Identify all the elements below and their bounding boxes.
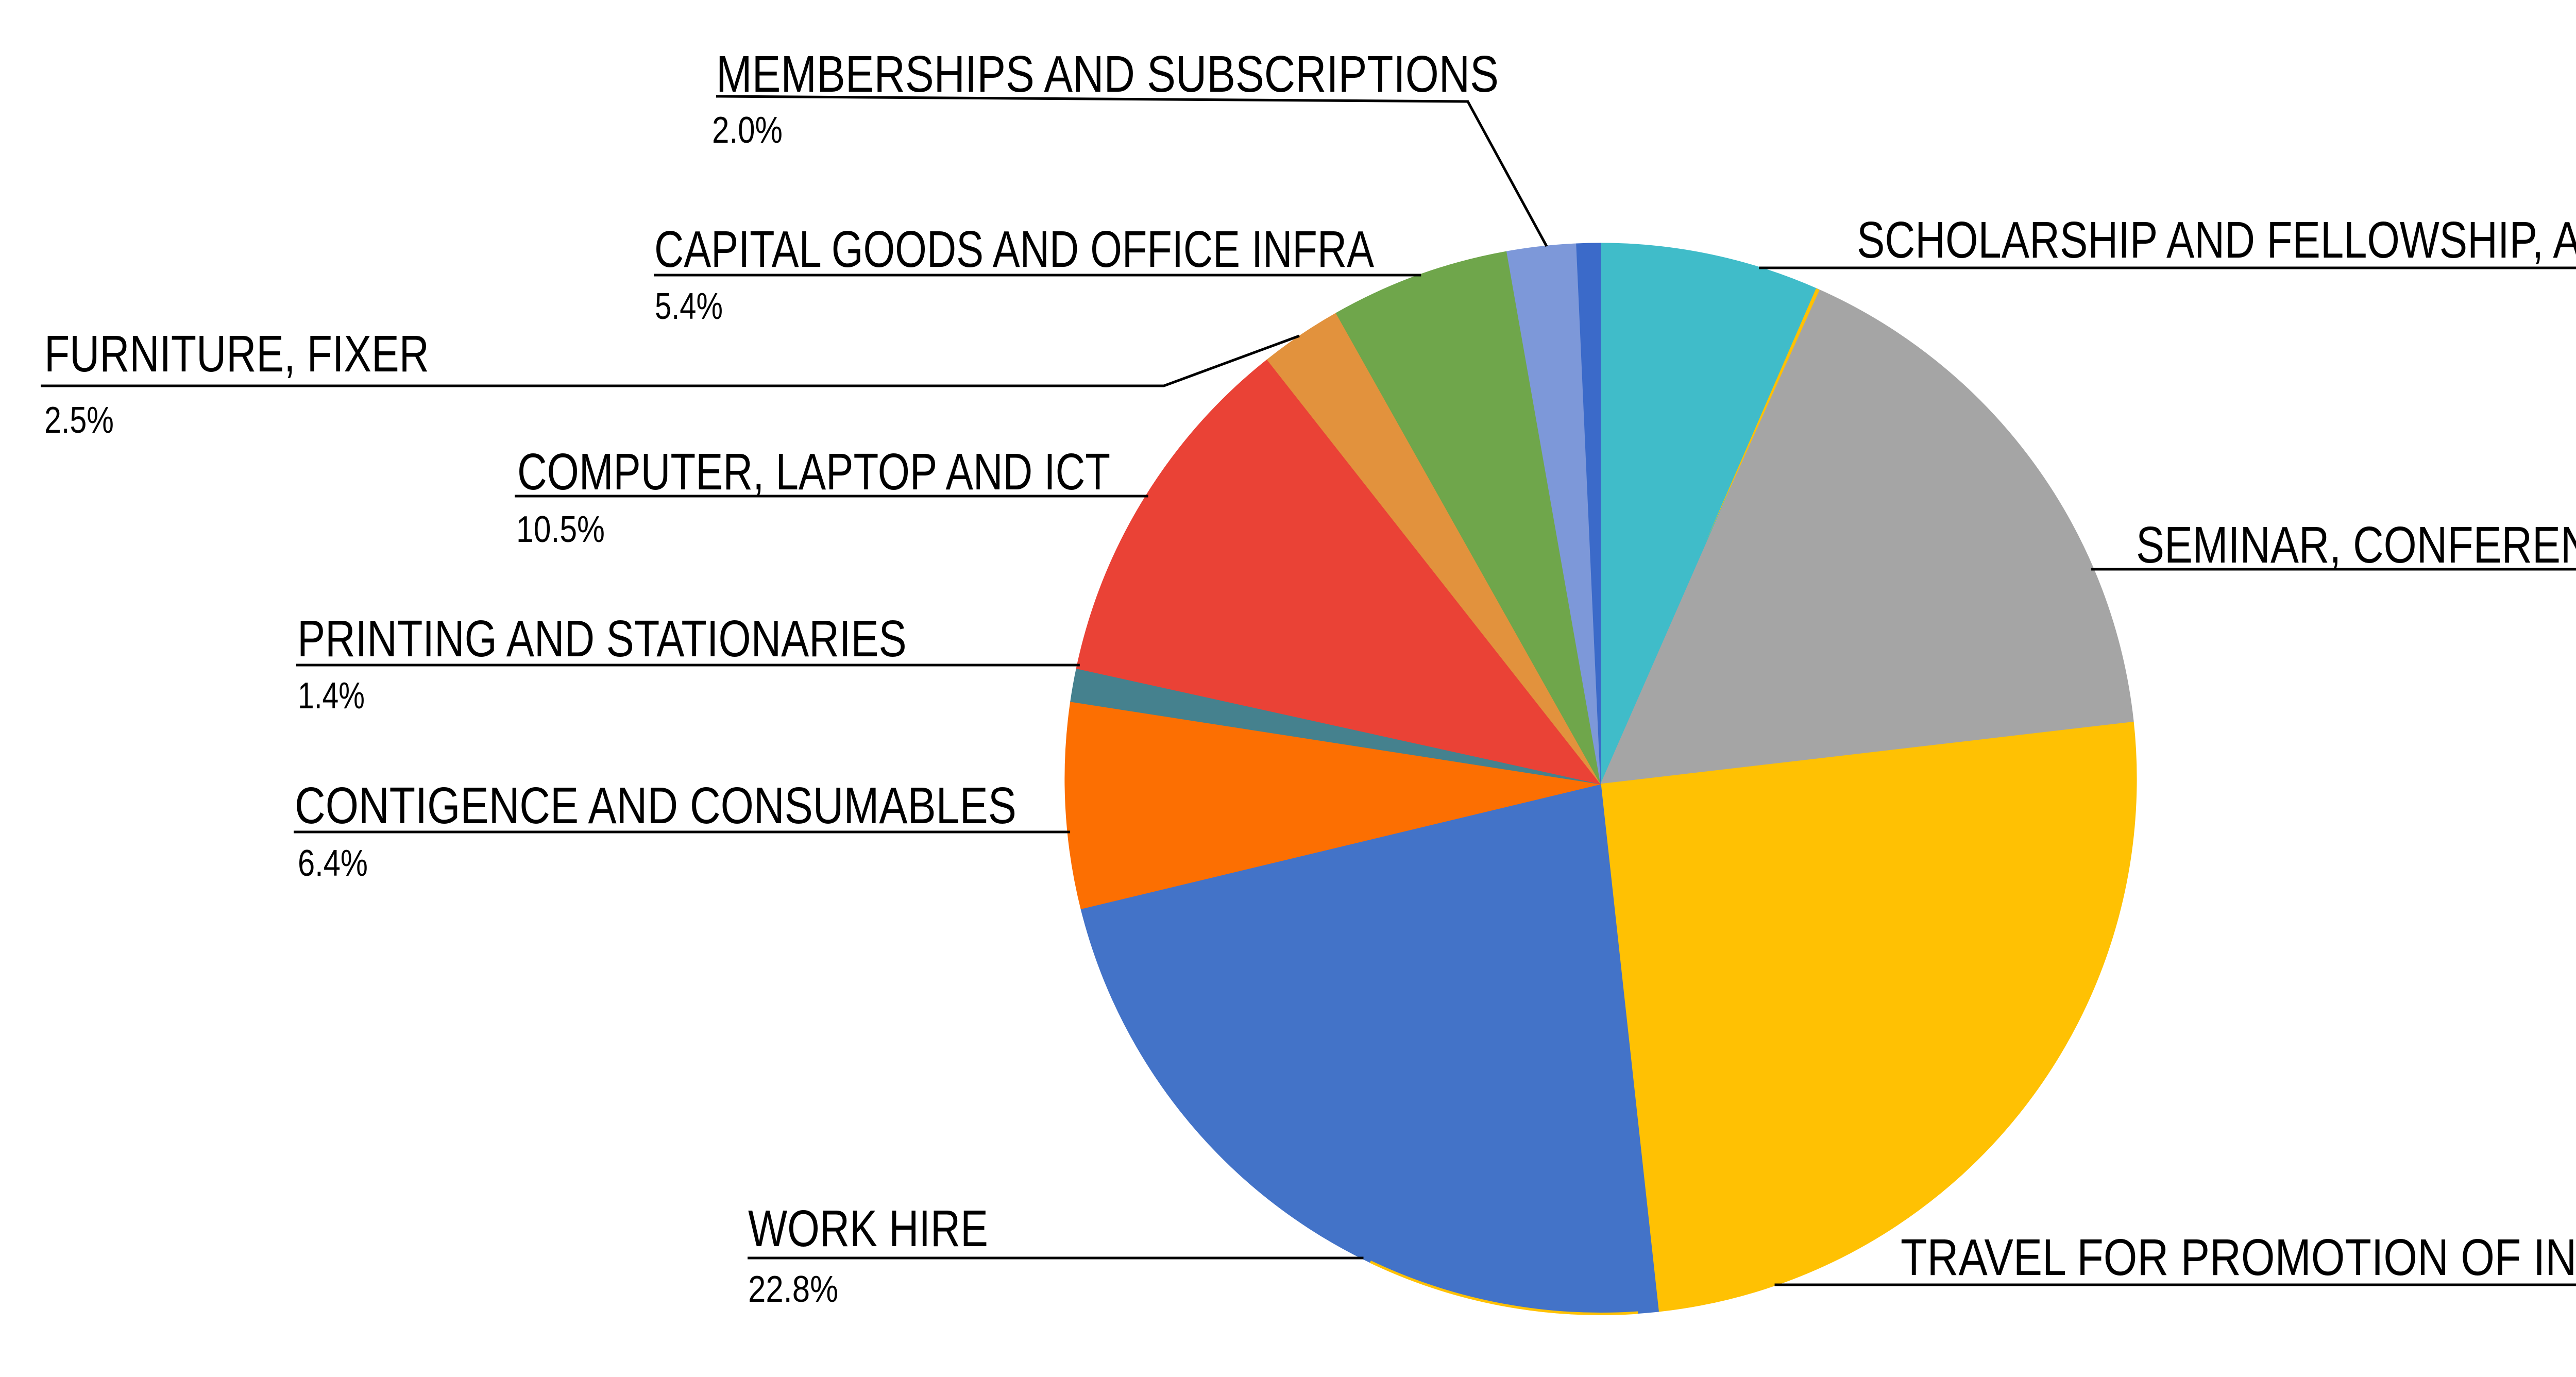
svg-text:CAPITAL GOODS AND OFFICE INFRA: CAPITAL GOODS AND OFFICE INFRA — [654, 220, 1375, 278]
svg-text:PRINTING AND STATIONARIES: PRINTING AND STATIONARIES — [297, 610, 907, 668]
svg-text:SCHOLARSHIP AND FELLOWSHIP, AW: SCHOLARSHIP AND FELLOWSHIP, AWARDS, REWA… — [1857, 211, 2576, 269]
svg-text:1.4%: 1.4% — [298, 675, 365, 717]
svg-text:2.0%: 2.0% — [712, 110, 783, 151]
svg-text:MEMBERSHIPS AND SUBSCRIPTIONS: MEMBERSHIPS AND SUBSCRIPTIONS — [716, 45, 1499, 103]
svg-text:5.4%: 5.4% — [655, 285, 723, 327]
svg-text:WORK HIRE: WORK HIRE — [748, 1200, 988, 1257]
svg-text:COMPUTER, LAPTOP AND ICT: COMPUTER, LAPTOP AND ICT — [517, 443, 1110, 501]
svg-text:FURNITURE, FIXER: FURNITURE, FIXER — [44, 326, 429, 383]
svg-text:CONTIGENCE AND CONSUMABLES: CONTIGENCE AND CONSUMABLES — [295, 777, 1016, 835]
svg-text:2.5%: 2.5% — [44, 399, 114, 440]
svg-text:TRAVEL FOR PROMOTION OF INTERN: TRAVEL FOR PROMOTION OF INTERNATIONAL RE… — [1901, 1228, 2576, 1286]
svg-text:10.5%: 10.5% — [516, 509, 605, 550]
svg-text:22.8%: 22.8% — [748, 1269, 838, 1311]
svg-text:6.4%: 6.4% — [298, 843, 368, 885]
svg-text:SEMINAR, CONFERENCE, EVENTS AN: SEMINAR, CONFERENCE, EVENTS AND DELE... — [2136, 517, 2576, 574]
